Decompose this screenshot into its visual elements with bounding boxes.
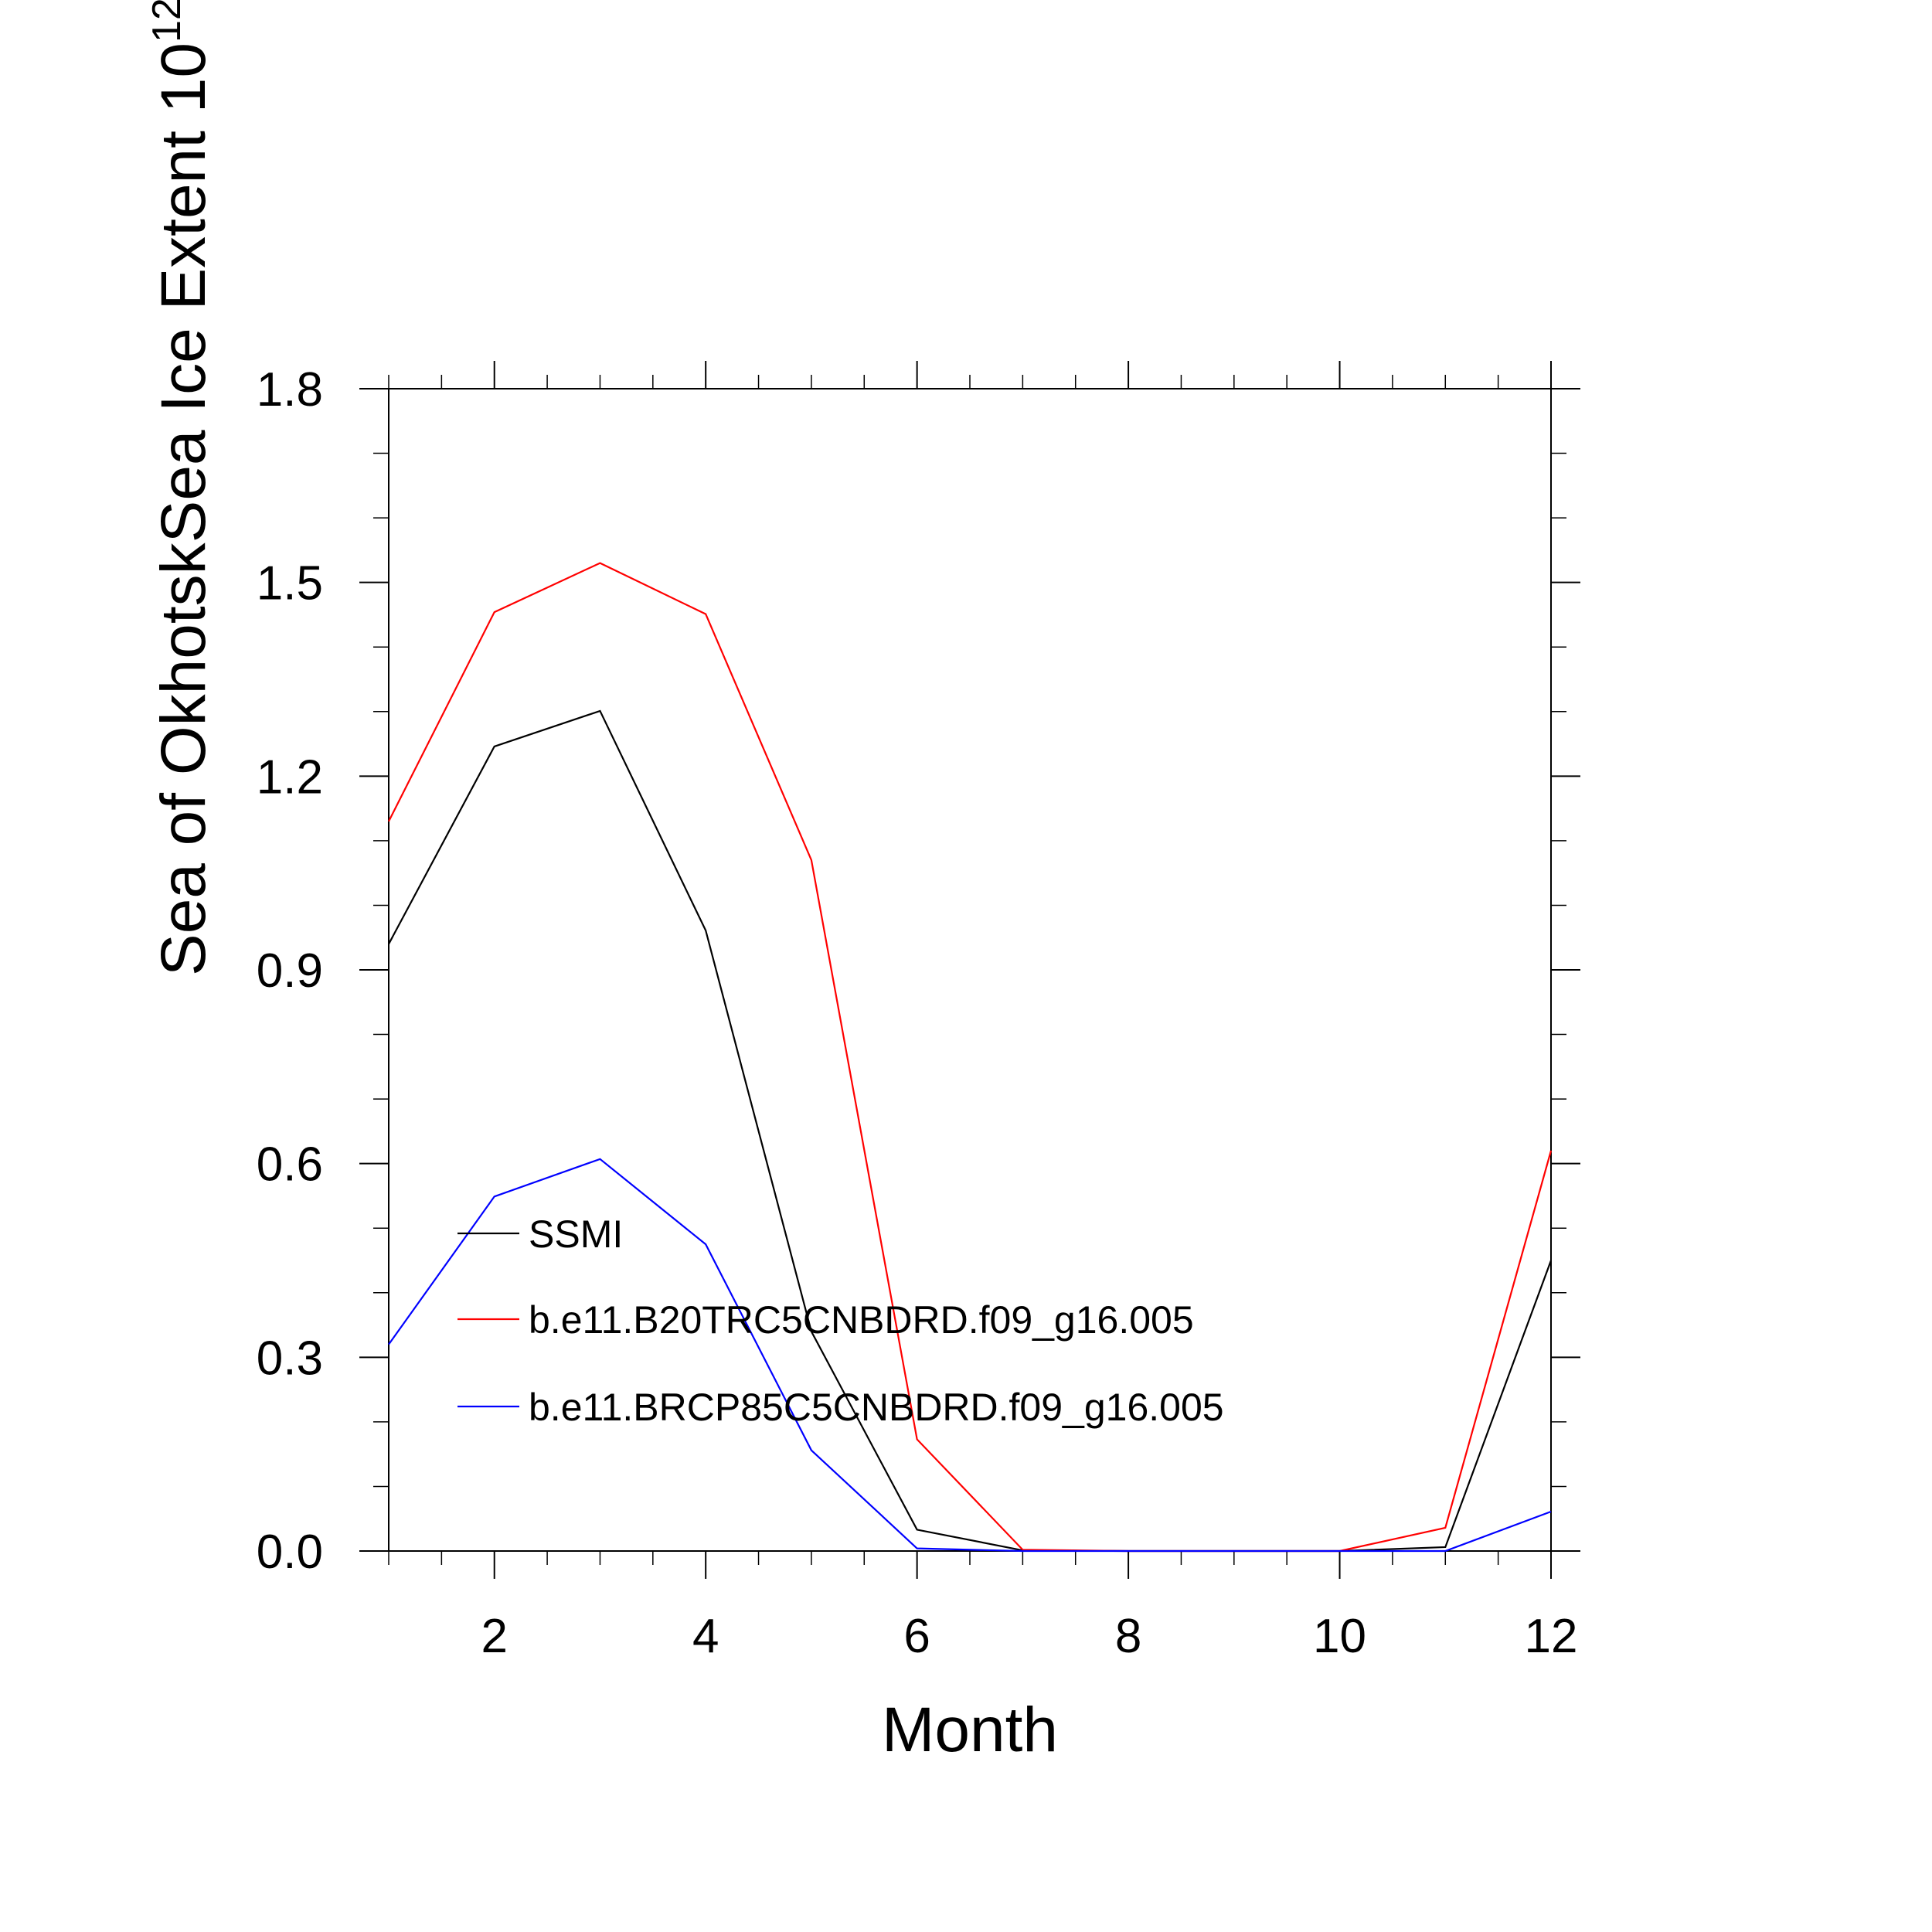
y-tick-label: 1.2: [257, 750, 323, 804]
y-axis-label-exponent: 12: [145, 0, 189, 43]
series-line-3: [388, 1158, 1552, 1553]
series-line-2: [388, 562, 1553, 1553]
legend-label-3: b.e11.BRCP85C5CNBDRD.f09_g16.005: [529, 1386, 1224, 1429]
y-tick-label: 1.8: [257, 363, 323, 417]
x-tick-label: 2: [481, 1610, 507, 1663]
x-tick-label: 6: [903, 1610, 930, 1663]
y-tick-label: 1.5: [257, 557, 323, 611]
plot-frame: [388, 388, 1552, 1552]
series-lines: [388, 562, 1553, 1553]
x-tick-label: 12: [1525, 1610, 1578, 1663]
x-tick-label: 8: [1115, 1610, 1141, 1663]
minor-ticks: [373, 375, 1566, 1565]
y-tick-label: 0.6: [257, 1138, 323, 1192]
major-ticks: [359, 361, 1580, 1579]
x-tick-label: 10: [1313, 1610, 1366, 1663]
y-axis-label: Sea of OkhotskSea Ice Extent 1012 m2: [145, 0, 219, 976]
legend-label-2: b.e11.B20TRC5CNBDRD.f09_g16.005: [529, 1298, 1194, 1342]
y-tick-label: 0.9: [257, 944, 323, 998]
legend: SSMI b.e11.B20TRC5CNBDRD.f09_g16.005 b.e11…: [457, 1213, 1224, 1429]
legend-label-1: SSMI: [529, 1213, 623, 1256]
y-tick-label: 0.3: [257, 1332, 323, 1385]
x-axis-label: Month: [882, 1695, 1058, 1765]
y-tick-label: 0.0: [257, 1526, 323, 1579]
plot-border: [388, 388, 1552, 1552]
tick-labels: 2 4 6 8 10 12 0.0 0.3 0.6 0.9 1.2 1.5 1.8: [257, 363, 1578, 1663]
y-axis-label-main: Sea of OkhotskSea Ice Extent 10: [148, 43, 219, 976]
x-tick-label: 4: [692, 1610, 719, 1663]
